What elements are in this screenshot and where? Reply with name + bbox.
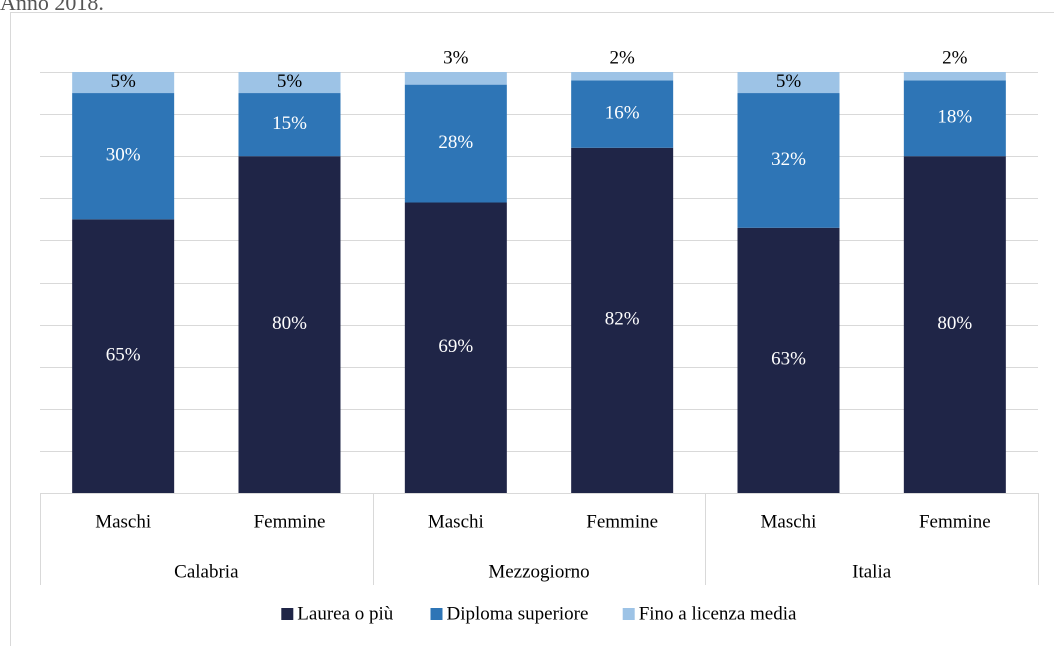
bar-segment [404, 84, 507, 203]
data-label: 30% [106, 145, 141, 166]
bar-segment [238, 156, 341, 493]
subtitle: Anno 2018. [0, 0, 104, 15]
bar-segment [72, 219, 175, 493]
data-label: 82% [605, 309, 640, 330]
legend-swatch [281, 608, 294, 620]
legend-swatch [430, 608, 443, 620]
data-label: 2% [942, 47, 968, 68]
data-label: 5% [277, 71, 303, 92]
bar-segment [903, 156, 1006, 493]
bar-segment [737, 93, 840, 228]
bar-segment [737, 227, 840, 493]
bar-segment [72, 72, 175, 94]
bar-segment [571, 147, 674, 493]
data-label: 5% [776, 71, 802, 92]
data-label: 80% [937, 313, 972, 334]
bar-segment [238, 72, 341, 94]
bar-segment [571, 72, 674, 81]
x-tick-label: Maschi [95, 511, 151, 532]
group-label: Calabria [174, 561, 239, 582]
x-tick-label: Femmine [254, 511, 326, 532]
data-label: 2% [610, 47, 636, 68]
bar-segment [238, 93, 341, 157]
data-label: 63% [771, 349, 806, 370]
x-tick-label: Maschi [761, 511, 817, 532]
bar-segment [404, 202, 507, 493]
data-label: 80% [272, 313, 307, 334]
group-label: Mezzogiorno [488, 561, 589, 582]
x-tick-label: Femmine [586, 511, 658, 532]
data-label: 69% [438, 336, 473, 357]
data-label: 32% [771, 149, 806, 170]
bar-segment [903, 80, 1006, 157]
data-label: 15% [272, 113, 307, 134]
bar-segment [404, 72, 507, 85]
x-tick-label: Femmine [919, 511, 991, 532]
legend-label: Fino a licenza media [639, 603, 797, 624]
data-label: 65% [106, 345, 141, 366]
data-label: 16% [605, 102, 640, 123]
legend-label: Laurea o più [297, 603, 394, 624]
legend-label: Diploma superiore [447, 603, 589, 624]
bar-segment [737, 72, 840, 94]
bar-segment [571, 80, 674, 148]
group-label: Italia [852, 561, 892, 582]
data-label: 28% [438, 132, 473, 153]
x-tick-label: Maschi [428, 511, 484, 532]
data-label: 18% [937, 107, 972, 128]
legend-swatch [622, 608, 635, 620]
data-label: 5% [111, 71, 137, 92]
bar-segment [903, 72, 1006, 81]
bar-segment [72, 93, 175, 220]
data-label: 3% [443, 47, 469, 68]
